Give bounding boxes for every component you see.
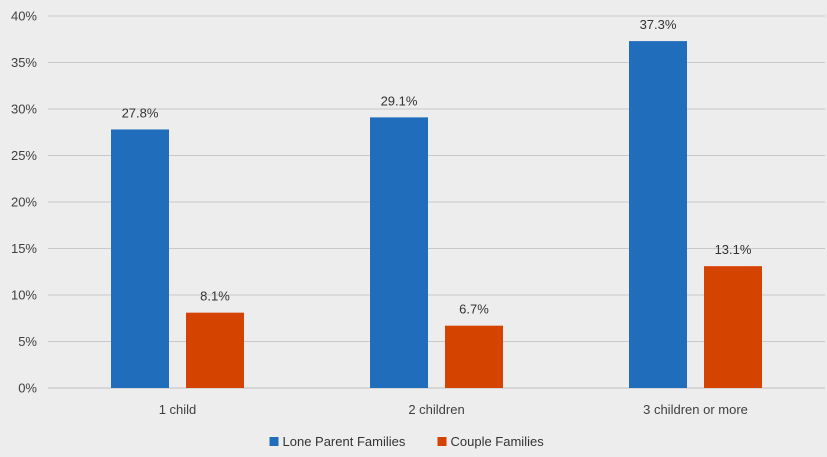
y-tick-label: 25%	[11, 148, 37, 163]
y-tick-label: 35%	[11, 55, 37, 70]
legend-label: Couple Families	[451, 434, 545, 449]
data-label: 13.1%	[715, 242, 752, 257]
y-tick-label: 15%	[11, 241, 37, 256]
legend-label: Lone Parent Families	[283, 434, 406, 449]
data-label: 6.7%	[459, 302, 489, 317]
x-category-label: 1 child	[159, 402, 197, 417]
bar	[370, 117, 428, 389]
y-tick-label: 5%	[18, 334, 37, 349]
y-tick-label: 20%	[11, 195, 37, 210]
data-label: 37.3%	[640, 17, 677, 32]
legend-swatch	[269, 437, 279, 446]
x-category-label: 3 children or more	[643, 402, 748, 417]
bar	[111, 129, 169, 388]
y-tick-label: 40%	[11, 9, 37, 24]
y-tick-label: 30%	[11, 102, 37, 117]
data-label: 8.1%	[200, 289, 230, 304]
y-tick-label: 10%	[11, 288, 37, 303]
data-label: 27.8%	[122, 105, 159, 120]
bar	[186, 312, 244, 388]
legend-swatch	[437, 437, 447, 446]
data-label: 29.1%	[381, 93, 418, 108]
bar	[445, 325, 503, 388]
bar	[704, 266, 762, 388]
x-category-label: 2 children	[408, 402, 464, 417]
y-tick-label: 0%	[18, 381, 37, 396]
bar	[629, 41, 687, 389]
